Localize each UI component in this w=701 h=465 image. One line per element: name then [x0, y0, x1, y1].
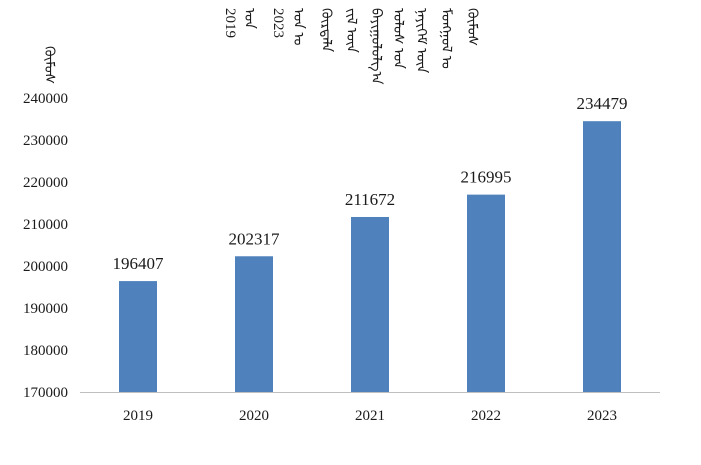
title-line: 2019: [222, 8, 238, 38]
bar-value-label: 196407: [113, 254, 165, 273]
title-line: ᠵᠢᠯ ᠦᠨ: [343, 8, 358, 53]
y-tick-label: 240000: [23, 91, 68, 107]
y-axis-label: ᠬᠦᠮᠦᠰ: [41, 46, 56, 85]
bar: [119, 281, 157, 392]
bar-value-label: 234479: [577, 94, 628, 113]
bar-value-label: 211672: [345, 190, 395, 209]
y-tick-label: 190000: [23, 301, 68, 317]
title-line: ᠣᠨ: [241, 8, 256, 29]
bar: [583, 121, 621, 392]
bar: [467, 194, 505, 392]
y-tick-label: 170000: [23, 385, 68, 401]
title-line: ᠮᠤᠩᠭᠤᠯ ᠤ: [438, 8, 453, 69]
y-tick-label: 210000: [23, 217, 68, 233]
title-line: ᠬᠦᠮᠦᠰ: [464, 8, 479, 47]
x-tick-label: 2021: [355, 408, 385, 424]
title-line: ᠬᠦᠷᠲᠡᠯᠡ: [318, 8, 333, 53]
title-line: 2023: [270, 8, 286, 38]
x-tick-label: 2023: [587, 408, 617, 424]
bar: [235, 256, 273, 392]
x-tick-label: 2020: [239, 408, 269, 424]
bar-value-label: 216995: [461, 168, 512, 187]
bar-value-label: 202317: [229, 229, 281, 248]
y-tick-label: 220000: [23, 175, 68, 191]
bar: [351, 216, 389, 392]
y-tick-label: 180000: [23, 343, 68, 359]
title-line: ᠨᠡᠶᠢᠭᠡᠮ ᠦᠨ: [413, 8, 428, 74]
y-tick-label: 200000: [23, 259, 68, 275]
title-line: ᠪᠠᠶᠢᠭᠤᠯᠤᠯᠭ᠎ᠠ: [368, 8, 383, 85]
x-tick-label: 2022: [471, 408, 501, 424]
y-tick-label: 230000: [23, 133, 68, 149]
title-line: ᠣᠨ ᠤ: [290, 8, 305, 46]
title-line: ᠤᠯᠤᠰ ᠤᠨ: [390, 8, 405, 69]
x-tick-label: 2019: [123, 408, 153, 424]
